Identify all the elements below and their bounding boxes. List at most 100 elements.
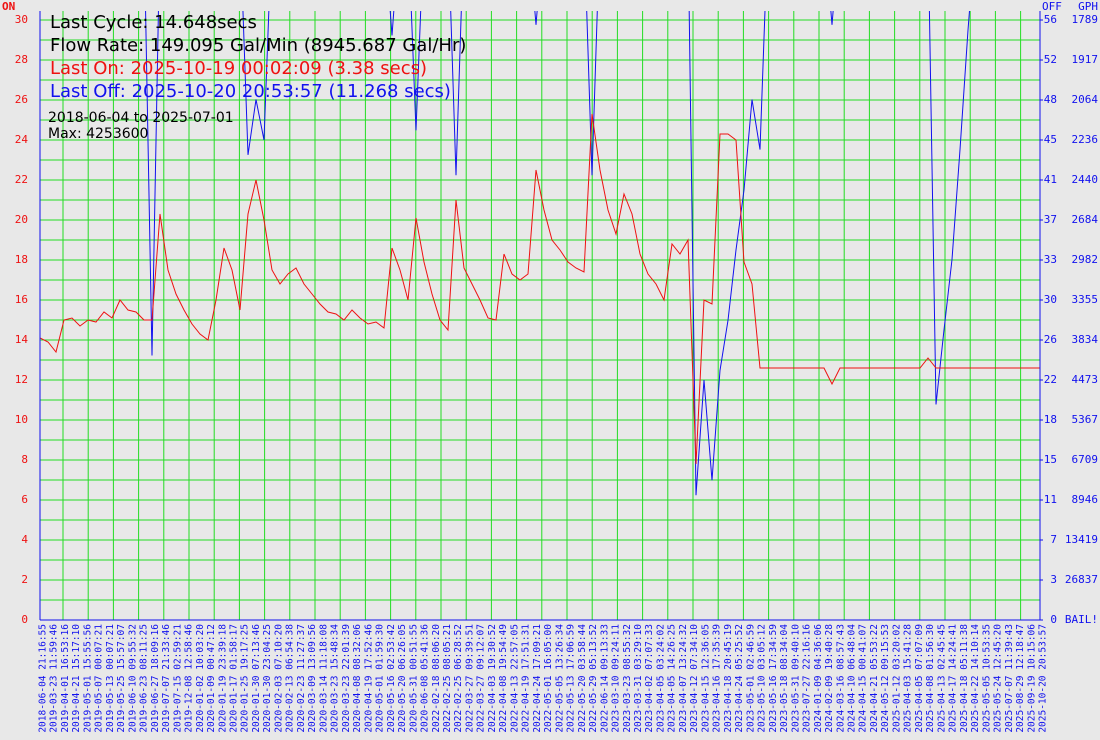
y-tick-label: 24 — [15, 133, 29, 146]
y-tick-label: 26 — [15, 93, 28, 106]
y3-axis-label: GPH — [1078, 0, 1098, 13]
y2-tick-label: 26 — [1044, 333, 1057, 346]
y-tick-label: 12 — [15, 373, 28, 386]
x-tick-label: 2023-04-15 12:36:05 — [700, 624, 711, 733]
x-tick-label: 2025-09-19 10:15:06 — [1026, 624, 1037, 733]
x-tick-label: 2022-02-18 08:06:20 — [431, 624, 442, 733]
x-tick-label: 2019-05-25 15:57:07 — [116, 624, 127, 733]
x-tick-label: 2022-02-25 06:28:52 — [453, 624, 464, 733]
x-tick-label: 2023-04-07 13:24:32 — [678, 624, 689, 733]
y3-tick-label: 2440 — [1072, 173, 1099, 186]
x-tick-label: 2020-01-19 23:39:18 — [217, 624, 228, 733]
y3-tick-label: 8946 — [1072, 493, 1099, 506]
y2-axis-label: OFF — [1042, 0, 1062, 13]
y2-tick-label: 52 — [1044, 53, 1057, 66]
x-tick-label: 2020-01-30 07:13:46 — [251, 624, 262, 733]
y2-tick-label: 0 — [1050, 613, 1057, 626]
x-tick-label: 2022-06-14 09:13:33 — [599, 624, 610, 733]
x-tick-label: 2020-02-23 11:27:37 — [296, 624, 307, 733]
x-tick-label: 2023-04-05 14:26:25 — [667, 624, 678, 733]
x-tick-label: 2020-02-13 06:54:38 — [285, 624, 296, 733]
x-tick-label: 2024-02-09 19:40:28 — [824, 624, 835, 733]
x-tick-label: 2025-04-18 05:11:38 — [959, 624, 970, 733]
x-tick-label: 2020-05-31 00:51:55 — [408, 624, 419, 733]
x-tick-label: 2022-04-03 19:30:52 — [487, 624, 498, 733]
x-tick-label: 2020-05-16 02:53:42 — [386, 624, 397, 733]
x-tick-label: 2025-04-03 15:41:28 — [903, 624, 914, 733]
y3-tick-label: 2982 — [1072, 253, 1099, 266]
x-tick-label: 2020-06-08 05:41:36 — [420, 624, 431, 733]
x-tick-label: 2020-01-02 10:03:20 — [195, 624, 206, 733]
x-tick-label: 2022-03-27 09:39:51 — [464, 624, 475, 733]
y-tick-label: 30 — [15, 13, 28, 26]
x-tick-label: 2020-01-17 01:58:17 — [229, 624, 240, 733]
x-tick-label: 2025-04-13 02:45:45 — [936, 624, 947, 733]
y2-tick-label: 15 — [1044, 453, 1057, 466]
x-tick-label: 2019-05-01 15:55:56 — [82, 624, 93, 733]
x-tick-label: 2024-01-09 04:36:06 — [813, 624, 824, 733]
x-tick-label: 2023-03-31 03:29:10 — [633, 624, 644, 733]
y-tick-label: 6 — [21, 493, 28, 506]
x-tick-label: 2022-04-19 17:51:31 — [521, 624, 532, 733]
y-tick-label: 22 — [15, 173, 28, 186]
y-tick-label: 28 — [15, 53, 28, 66]
x-tick-label: 2019-07-07 21:33:46 — [161, 624, 172, 733]
y-tick-label: 18 — [15, 253, 28, 266]
x-tick-label: 2020-03-14 11:18:08 — [318, 624, 329, 733]
y3-tick-label: 2236 — [1072, 133, 1099, 146]
x-tick-label: 2023-04-02 07:07:33 — [644, 624, 655, 733]
y-tick-label: 4 — [21, 533, 28, 546]
y3-tick-label: 6709 — [1072, 453, 1099, 466]
x-tick-label: 2023-05-31 09:40:10 — [790, 624, 801, 733]
y2-tick-label: 37 — [1044, 213, 1057, 226]
x-tick-label: 2023-04-24 05:25:52 — [734, 624, 745, 733]
y-axis-label: ON — [2, 0, 15, 13]
annotation: Last Cycle: 14.648secs — [50, 12, 257, 33]
x-tick-label: 2022-04-08 19:54:49 — [498, 624, 509, 733]
y3-tick-label: 1789 — [1072, 13, 1099, 26]
x-tick-label: 2025-05-24 12:45:20 — [993, 624, 1004, 733]
x-tick-label: 2023-05-18 08:34:04 — [779, 624, 790, 733]
subtitle: Max: 4253600 — [48, 126, 148, 142]
y-tick-label: 8 — [21, 453, 28, 466]
x-tick-label: 2025-04-05 07:07:09 — [914, 624, 925, 733]
y3-tick-label: 2684 — [1072, 213, 1099, 226]
y3-tick-label: 26837 — [1065, 573, 1098, 586]
x-tick-label: 2022-05-29 05:13:52 — [588, 624, 599, 733]
y3-tick-label: BAIL! — [1065, 613, 1098, 626]
x-tick-label: 2022-04-24 17:09:21 — [532, 624, 543, 733]
x-tick-label: 2020-03-23 15:48:34 — [330, 624, 341, 733]
x-tick-label: 2023-05-01 02:46:59 — [745, 624, 756, 733]
x-tick-label: 2019-12-08 12:58:46 — [184, 624, 195, 733]
x-tick-label: 2020-04-19 17:52:46 — [363, 624, 374, 733]
x-tick-label: 2019-07-15 02:59:21 — [172, 624, 183, 733]
annotation: Last Off: 2025-10-20 20:53:57 (11.268 se… — [50, 81, 451, 102]
x-tick-label: 2023-04-05 03:24:02 — [655, 624, 666, 733]
x-tick-label: 2019-06-23 08:11:25 — [139, 624, 150, 733]
lines — [40, 11, 1040, 496]
y2-tick-label: 18 — [1044, 413, 1057, 426]
x-tick-label: 2025-01-12 03:20:02 — [891, 624, 902, 733]
x-tick-label: 2023-03-23 08:55:32 — [622, 624, 633, 733]
axes: 0246810121416182022242628300371115182226… — [15, 11, 1099, 733]
y2-tick-label: 30 — [1044, 293, 1057, 306]
x-tick-label: 2024-04-10 06:48:04 — [846, 624, 857, 733]
x-tick-label: 2023-07-27 22:16:16 — [802, 624, 813, 733]
x-tick-label: 2020-01-25 19:17:25 — [240, 624, 251, 733]
series-line — [40, 113, 1040, 465]
y-tick-label: 16 — [15, 293, 28, 306]
y3-tick-label: 5367 — [1072, 413, 1099, 426]
x-tick-label: 2025-04-17 14:24:41 — [948, 624, 959, 733]
x-tick-label: 2023-04-18 20:45:19 — [723, 624, 734, 733]
y-tick-label: 10 — [15, 413, 28, 426]
x-tick-label: 2019-04-01 16:53:16 — [60, 624, 71, 733]
y-tick-label: 0 — [21, 613, 28, 626]
x-tick-label: 2022-05-05 13:26:34 — [554, 624, 565, 733]
x-tick-label: 2022-03-27 09:12:07 — [476, 624, 487, 733]
x-tick-label: 2019-05-13 00:07:21 — [105, 624, 116, 733]
x-tick-label: 2019-05-07 00:07:21 — [94, 624, 105, 733]
x-tick-label: 2019-06-27 18:09:16 — [150, 624, 161, 733]
x-tick-label: 2020-05-01 01:59:30 — [375, 624, 386, 733]
